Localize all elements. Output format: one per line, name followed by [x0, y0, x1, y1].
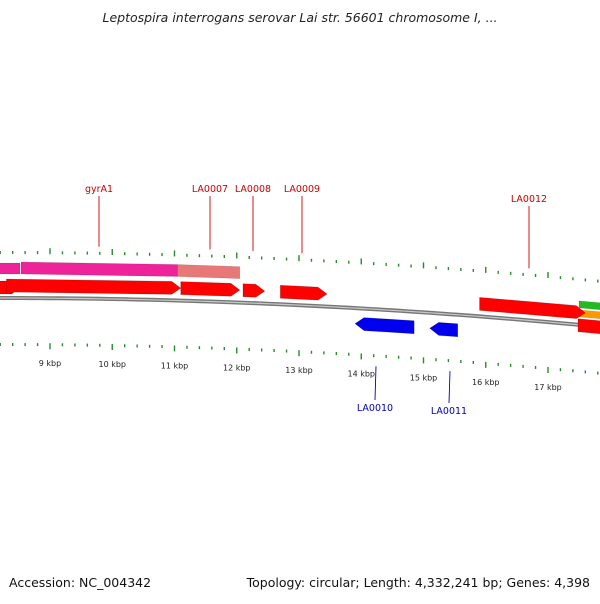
- cds-feature-band: [20, 261, 178, 277]
- gene-arrow-forward[interactable]: [6, 278, 182, 295]
- tick-label: 15 kbp: [410, 373, 438, 382]
- gene-label[interactable]: LA0012: [511, 194, 547, 205]
- tick-label: 17 kbp: [534, 383, 562, 392]
- gene-arrow-forward[interactable]: [280, 284, 328, 301]
- gene-arrow-forward[interactable]: [479, 297, 586, 319]
- tick-track-top: [0, 248, 599, 283]
- gene-label[interactable]: LA0010: [357, 403, 393, 414]
- gene-track: [0, 278, 600, 338]
- gene-label[interactable]: LA0011: [431, 406, 467, 417]
- backbone-track: [0, 296, 600, 329]
- gene-label[interactable]: LA0008: [235, 184, 271, 195]
- genome-summary-text: Topology: circular; Length: 4,332,241 bp…: [246, 575, 590, 590]
- tick-label: 10 kbp: [98, 360, 126, 369]
- label-leader-line: [374, 366, 377, 401]
- tick-label: 12 kbp: [223, 363, 251, 372]
- gene-arrow-reverse[interactable]: [429, 322, 459, 338]
- backbone-highlight: [0, 297, 600, 328]
- cds-feature-band-light: [177, 264, 241, 279]
- feature-band-green: [578, 300, 600, 311]
- feature-track: [0, 261, 600, 320]
- gene-label[interactable]: LA0007: [192, 184, 228, 195]
- gene-label[interactable]: gyrA1: [85, 184, 113, 195]
- label-leader-line: [448, 371, 451, 404]
- tick-label: 11 kbp: [161, 361, 189, 370]
- gene-arrow-reverse[interactable]: [354, 317, 415, 335]
- tick-labels: 9 kbp 10 kbp 11 kbp 12 kbp 13 kbp 14 kbp 15 kb…: [39, 359, 562, 392]
- tick-label: 9 kbp: [39, 359, 61, 368]
- gene-arrow-forward[interactable]: [577, 318, 600, 335]
- tick-label: 14 kbp: [347, 369, 375, 378]
- tick-track-bottom: [0, 343, 599, 375]
- cds-feature-band: [0, 262, 21, 275]
- tick-label: 13 kbp: [285, 366, 313, 375]
- gene-label[interactable]: LA0009: [284, 184, 320, 195]
- tick-label: 16 kbp: [472, 378, 500, 387]
- accession-text: Accession: NC_004342: [9, 575, 152, 590]
- map-title: Leptospira interrogans serovar Lai str. …: [102, 10, 498, 25]
- gene-arrow-forward[interactable]: [180, 281, 241, 297]
- gene-labels: gyrA1 LA0007 LA0008 LA0009 LA0012 LA0010 LA001…: [85, 184, 547, 417]
- gene-arrow-forward[interactable]: [242, 283, 266, 298]
